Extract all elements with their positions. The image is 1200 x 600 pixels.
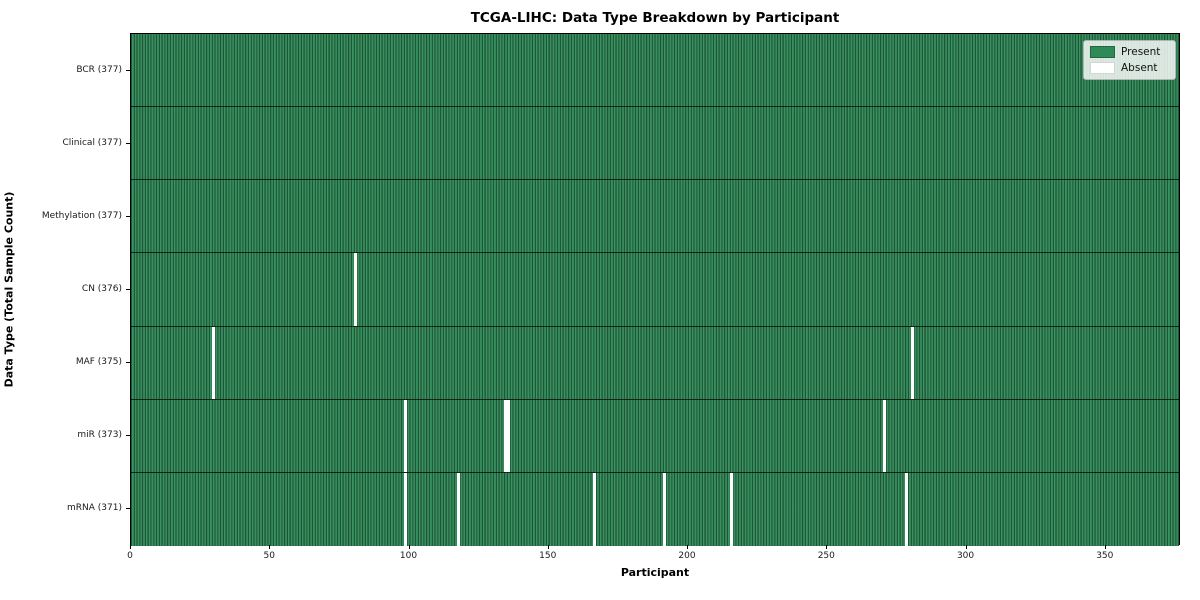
x-tick-label-150: 150 xyxy=(539,551,557,561)
heatmap-row-miR xyxy=(131,399,1179,473)
y-tick-label-mRNA: mRNA (371) xyxy=(67,503,122,514)
chart-title: TCGA-LIHC: Data Type Breakdown by Partic… xyxy=(470,10,840,26)
absent-stripe xyxy=(905,472,909,546)
y-tick-label-CN: CN (376) xyxy=(81,284,122,294)
heatmap-row-mRNA xyxy=(131,472,1179,546)
x-tick xyxy=(826,545,828,549)
absent-stripe xyxy=(353,253,357,326)
absent-stripe xyxy=(504,399,508,472)
y-tick-label-Methylation: Methylation (377) xyxy=(41,210,122,221)
plot-area xyxy=(130,33,1180,546)
absent-stripe xyxy=(456,472,460,546)
y-tick xyxy=(126,435,130,437)
y-axis-title: Data Type (Total Sample Count) xyxy=(2,191,16,388)
absent-swatch-icon xyxy=(1090,62,1115,74)
absent-stripe xyxy=(403,399,407,472)
absent-stripe xyxy=(211,326,215,399)
x-axis-title: Participant xyxy=(620,566,690,579)
x-tick-label-0: 0 xyxy=(127,551,133,561)
y-tick xyxy=(126,362,130,364)
legend: Present Absent xyxy=(1083,40,1176,80)
legend-item-present: Present xyxy=(1090,46,1168,58)
x-tick xyxy=(130,545,131,549)
absent-stripe xyxy=(729,472,733,546)
x-tick xyxy=(965,545,967,549)
y-tick-label-miR: miR (373) xyxy=(77,430,122,441)
x-tick-label-300: 300 xyxy=(956,551,975,561)
heatmap-row-CN xyxy=(131,253,1179,327)
present-swatch-icon xyxy=(1090,46,1115,58)
heatmap-row-Clinical xyxy=(131,107,1179,181)
y-tick-label-Clinical: Clinical (377) xyxy=(62,137,122,148)
x-tick-label-350: 350 xyxy=(1096,551,1114,561)
x-tick xyxy=(408,545,410,549)
x-tick xyxy=(687,545,689,549)
legend-label-present: Present xyxy=(1121,46,1161,58)
y-tick xyxy=(126,69,130,71)
x-tick xyxy=(269,545,271,549)
x-tick xyxy=(547,545,549,549)
x-tick-label-250: 250 xyxy=(817,551,835,561)
x-tick-label-50: 50 xyxy=(263,551,275,561)
legend-item-absent: Absent xyxy=(1090,62,1168,74)
y-tick xyxy=(126,508,130,510)
y-tick xyxy=(126,215,130,217)
absent-stripe xyxy=(506,399,510,472)
y-tick-label-MAF: MAF (375) xyxy=(75,357,122,368)
heatmap-row-BCR xyxy=(131,34,1179,108)
y-tick xyxy=(126,289,130,290)
absent-stripe xyxy=(882,399,886,472)
heatmap-row-Methylation xyxy=(131,180,1179,254)
y-tick xyxy=(126,142,130,144)
absent-stripe xyxy=(593,472,597,546)
y-tick-label-BCR: BCR (377) xyxy=(76,64,122,75)
absent-stripe xyxy=(662,472,666,546)
absent-stripe xyxy=(910,326,914,399)
heatmap-row-MAF xyxy=(131,326,1179,400)
x-tick xyxy=(1104,545,1106,549)
absent-stripe xyxy=(403,472,407,546)
x-tick-label-100: 100 xyxy=(399,551,418,561)
x-tick-label-200: 200 xyxy=(678,551,696,561)
legend-label-absent: Absent xyxy=(1121,62,1158,74)
